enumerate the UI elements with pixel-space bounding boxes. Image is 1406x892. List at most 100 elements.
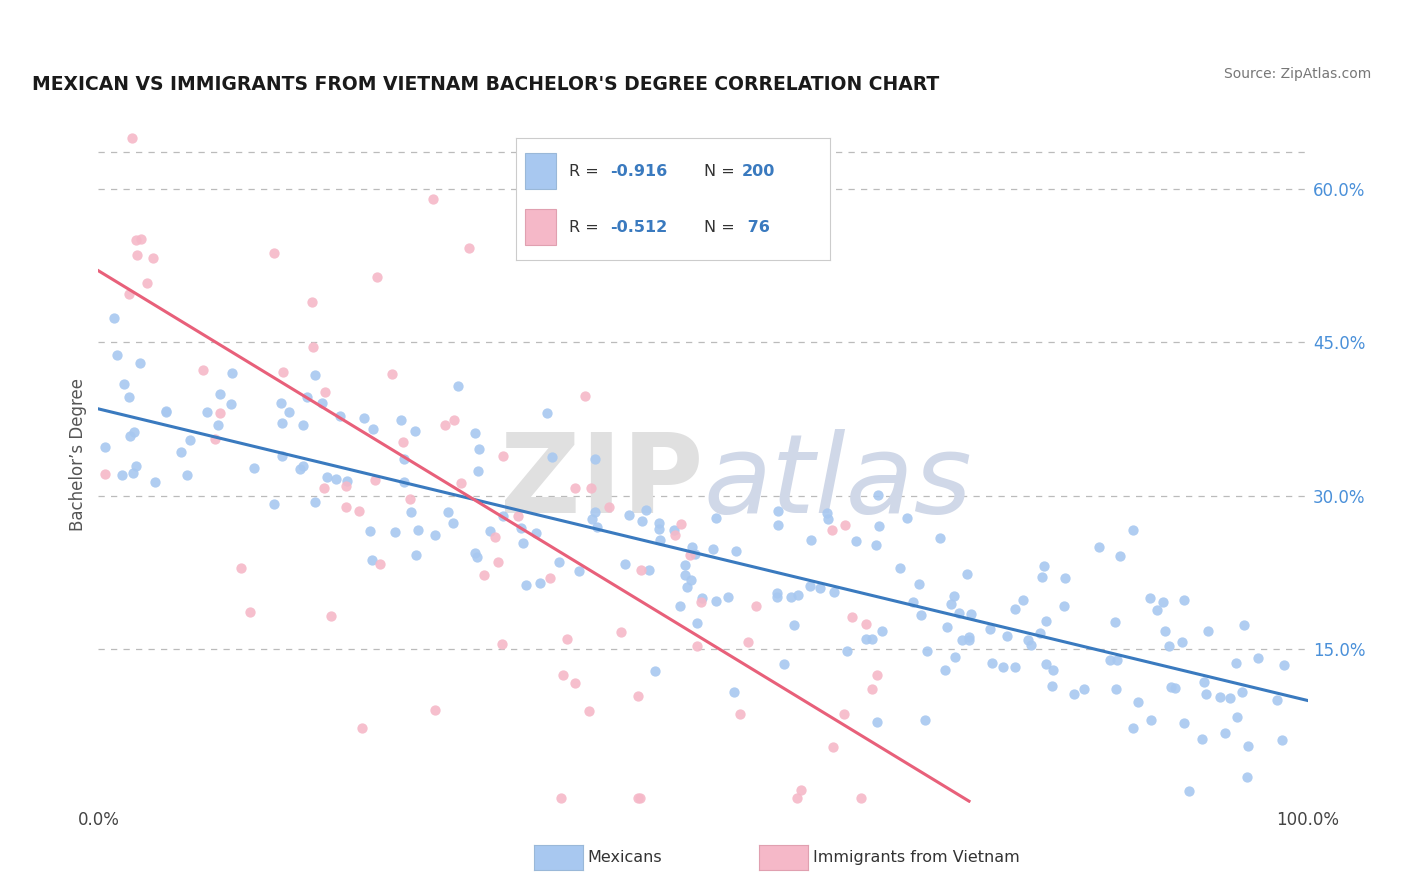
- Point: [433, 417, 456, 432]
- Point: [325, 472, 347, 486]
- Point: [704, 511, 727, 525]
- Point: [782, 617, 804, 632]
- Point: [673, 567, 696, 582]
- Point: [314, 384, 336, 399]
- Point: [406, 523, 429, 537]
- Point: [1157, 640, 1180, 654]
- Point: [568, 564, 591, 578]
- Point: [647, 516, 669, 530]
- Point: [142, 252, 165, 266]
- Point: [866, 715, 889, 730]
- Point: [316, 469, 339, 483]
- Point: [136, 277, 159, 291]
- Point: [111, 468, 134, 483]
- Point: [786, 588, 808, 602]
- Point: [993, 660, 1015, 674]
- Point: [957, 633, 980, 648]
- Point: [614, 557, 637, 571]
- Point: [176, 467, 198, 482]
- Point: [208, 387, 231, 401]
- Point: [443, 413, 465, 427]
- Point: [311, 396, 333, 410]
- Point: [1164, 681, 1187, 695]
- Point: [295, 390, 318, 404]
- Point: [381, 368, 404, 382]
- Point: [93, 440, 115, 454]
- Point: [540, 450, 562, 465]
- Point: [627, 689, 650, 703]
- Point: [1004, 602, 1026, 616]
- Point: [808, 581, 831, 595]
- Text: atlas: atlas: [703, 429, 972, 536]
- Point: [662, 523, 685, 537]
- Point: [676, 580, 699, 594]
- Point: [290, 461, 312, 475]
- Point: [664, 527, 686, 541]
- Point: [128, 356, 150, 370]
- Point: [464, 426, 486, 441]
- Point: [465, 549, 488, 564]
- Point: [868, 519, 890, 533]
- Point: [581, 511, 603, 525]
- Point: [766, 518, 789, 533]
- Point: [908, 577, 931, 591]
- Point: [1035, 615, 1057, 629]
- Point: [1236, 739, 1258, 753]
- Point: [524, 526, 547, 541]
- Point: [1122, 523, 1144, 537]
- Point: [221, 366, 243, 380]
- Point: [574, 389, 596, 403]
- Point: [627, 790, 650, 805]
- Point: [786, 790, 808, 805]
- Point: [644, 665, 666, 679]
- Point: [704, 594, 727, 608]
- Point: [1236, 770, 1258, 784]
- Point: [817, 511, 839, 525]
- Point: [191, 363, 214, 377]
- Point: [634, 502, 657, 516]
- Point: [610, 624, 633, 639]
- Point: [1053, 599, 1076, 613]
- Point: [195, 405, 218, 419]
- Point: [585, 505, 607, 519]
- Point: [492, 508, 515, 523]
- Point: [673, 558, 696, 572]
- Point: [529, 575, 551, 590]
- Point: [312, 481, 335, 495]
- Point: [823, 584, 845, 599]
- Point: [335, 478, 357, 492]
- Point: [979, 623, 1001, 637]
- Text: Source: ZipAtlas.com: Source: ZipAtlas.com: [1223, 67, 1371, 81]
- Point: [291, 418, 314, 433]
- Point: [122, 425, 145, 439]
- Point: [834, 517, 856, 532]
- Point: [669, 599, 692, 613]
- Point: [321, 609, 343, 624]
- Point: [723, 685, 745, 699]
- Point: [630, 563, 652, 577]
- Point: [347, 504, 370, 518]
- Point: [865, 538, 887, 552]
- Point: [832, 707, 855, 722]
- Point: [302, 340, 325, 354]
- Point: [491, 637, 513, 651]
- Point: [179, 433, 201, 447]
- Point: [121, 130, 143, 145]
- Point: [1173, 593, 1195, 607]
- Point: [564, 676, 586, 690]
- Point: [423, 703, 446, 717]
- Point: [637, 563, 659, 577]
- Point: [1173, 716, 1195, 731]
- Point: [361, 422, 384, 436]
- Point: [896, 510, 918, 524]
- Point: [915, 644, 938, 658]
- Point: [617, 508, 640, 522]
- Point: [914, 713, 936, 727]
- Point: [631, 515, 654, 529]
- Point: [872, 624, 894, 639]
- Point: [301, 294, 323, 309]
- Point: [437, 505, 460, 519]
- Point: [650, 533, 672, 547]
- Point: [1104, 615, 1126, 630]
- Point: [447, 379, 470, 393]
